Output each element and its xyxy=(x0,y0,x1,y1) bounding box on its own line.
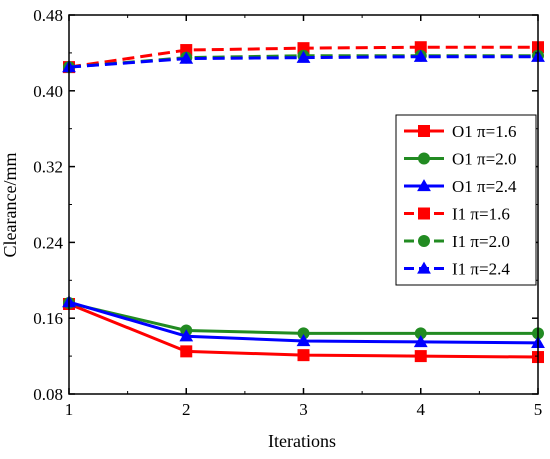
legend: O1 π=1.6 O1 π=2.0 O1 π=2.4 I1 π=1.6 I1 π=2.0… xyxy=(395,114,537,286)
legend-item: O1 π=2.0 xyxy=(404,150,516,169)
legend-label: O1 π=2.0 xyxy=(452,150,516,169)
data-point xyxy=(414,350,427,363)
x-tick-label: 2 xyxy=(182,400,191,419)
data-point xyxy=(413,49,428,62)
legend-marker xyxy=(417,179,431,192)
legend-label: O1 π=1.6 xyxy=(452,122,516,141)
legend-item: O1 π=2.4 xyxy=(404,177,517,196)
series-6 xyxy=(62,49,545,73)
x-axis-title: Iterations xyxy=(268,431,336,451)
legend-label: I1 π=1.6 xyxy=(452,205,510,224)
y-tick-label: 0.24 xyxy=(33,233,63,252)
x-tick-label: 4 xyxy=(417,400,426,419)
legend-label: I1 π=2.0 xyxy=(452,232,510,251)
legend-item: O1 π=1.6 xyxy=(404,122,516,141)
data-point xyxy=(296,50,311,63)
legend-marker xyxy=(418,152,430,165)
data-point xyxy=(179,51,194,64)
data-point xyxy=(296,334,311,347)
series-2 xyxy=(63,297,544,340)
legend-marker xyxy=(418,125,430,137)
series-3 xyxy=(62,295,545,349)
data-point xyxy=(297,327,310,340)
y-tick-label: 0.48 xyxy=(33,6,63,25)
y-tick-label: 0.32 xyxy=(33,158,63,177)
data-point xyxy=(414,327,427,340)
x-tick-label: 5 xyxy=(534,400,543,419)
plot-area xyxy=(62,41,545,364)
legend-marker xyxy=(417,261,431,274)
legend-label: I1 π=2.4 xyxy=(452,260,510,279)
data-point xyxy=(413,334,428,348)
data-point xyxy=(179,329,194,342)
y-tick-label: 0.40 xyxy=(33,82,63,101)
x-tick-label: 1 xyxy=(65,400,74,419)
legend-box xyxy=(395,114,537,286)
legend-item: I1 π=1.6 xyxy=(404,205,510,224)
data-point xyxy=(414,41,427,54)
legend-item: I1 π=2.4 xyxy=(404,260,510,279)
data-point xyxy=(297,349,310,362)
axes: 1 2 3 4 5 0.08 0.16 0.24 0.32 0.40 0.48 xyxy=(33,6,542,419)
legend-marker xyxy=(418,235,430,247)
legend-item: I1 π=2.0 xyxy=(404,232,510,251)
y-tick-label: 0.16 xyxy=(33,309,63,328)
y-tick-label: 0.08 xyxy=(33,385,63,404)
legend-marker xyxy=(418,207,430,220)
legend-label: O1 π=2.4 xyxy=(452,177,517,196)
y-axis-title: Clearance/mm xyxy=(0,153,20,258)
x-tick-label: 3 xyxy=(299,400,308,419)
data-point xyxy=(180,345,193,358)
